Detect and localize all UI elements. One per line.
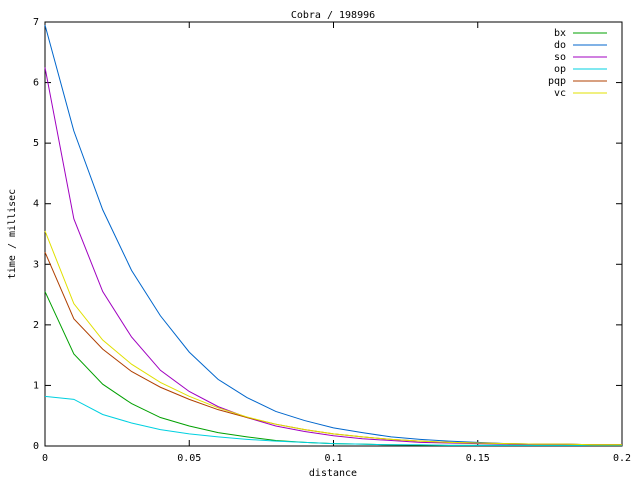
legend-label: so — [554, 52, 566, 63]
y-tick-label: 7 — [33, 17, 39, 28]
x-tick-label: 0 — [42, 453, 48, 464]
x-tick-label: 0.15 — [466, 453, 490, 464]
data-line — [44, 230, 622, 446]
legend-label: do — [554, 40, 566, 51]
legend-label: pqp — [548, 76, 566, 87]
legend-label: bx — [554, 28, 566, 39]
x-tick-label: 0.2 — [613, 453, 631, 464]
data-line — [44, 24, 622, 446]
x-axis-label: distance — [309, 468, 357, 479]
y-tick-label: 6 — [33, 78, 39, 89]
y-tick-label: 4 — [33, 199, 39, 210]
plot-border — [44, 21, 623, 447]
y-tick-label: 3 — [33, 259, 39, 270]
data-line — [44, 251, 622, 446]
data-line — [44, 291, 622, 446]
y-tick-label: 0 — [33, 441, 39, 452]
legend-label: op — [554, 64, 566, 75]
legend-label: vc — [554, 88, 566, 99]
y-tick-label: 1 — [33, 380, 39, 391]
x-tick-label: 0.05 — [177, 453, 201, 464]
y-tick-label: 5 — [33, 138, 39, 149]
y-tick-label: 2 — [33, 320, 39, 331]
y-axis-label: time / millisec — [7, 189, 18, 279]
data-line — [44, 67, 622, 446]
chart-title: Cobra / 198996 — [291, 10, 375, 21]
data-line — [44, 395, 622, 446]
x-tick-label: 0.1 — [324, 453, 342, 464]
